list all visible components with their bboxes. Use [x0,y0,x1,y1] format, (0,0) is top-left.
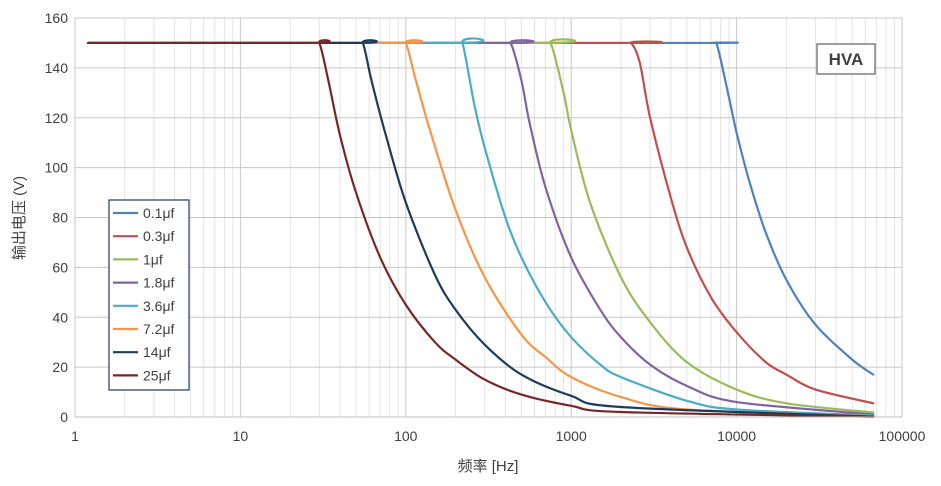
grid [74,17,903,418]
series-line-0 [87,41,875,376]
series-lines [87,37,875,418]
y-tick-label: 120 [45,110,69,126]
x-tick-label: 100000 [879,428,926,444]
y-tick-label: 140 [45,60,69,76]
x-tick-label: 10000 [717,428,756,444]
series-line-3 [87,39,875,416]
legend-label: 1μf [143,251,163,267]
legend-label: 1.8μf [143,275,175,291]
legend-box [108,199,190,391]
x-tick-label: 10 [233,428,249,444]
legend-label: 7.2μf [143,321,175,337]
legend-label: 0.3μf [143,228,175,244]
series-line-1 [87,40,875,405]
y-axis-title: 输出电压 (V) [11,176,28,260]
x-tick-label: 100 [394,428,418,444]
y-tick-label: 60 [52,259,68,275]
y-tick-label: 80 [52,210,68,226]
x-tick-label: 1000 [556,428,587,444]
legend-label: 25μf [143,367,171,383]
legend-label: 0.1μf [143,205,175,221]
legend: 0.1μf 0.3μf 1μf 1.8μf 3.6μf 7.2μf 14μf 25μf [108,199,190,391]
legend-label: 3.6μf [143,298,175,314]
axes: 0 20 40 60 80 100 120 140 160 1 10 100 1000 10000 1000… [45,10,926,444]
y-tick-label: 20 [52,359,68,375]
series-line-7 [87,39,875,418]
series-line-2 [87,38,875,414]
legend-label: 14μf [143,344,171,360]
y-tick-label: 100 [45,160,69,176]
annotation-badge: HVA [816,43,876,75]
series-line-6 [87,39,875,418]
y-tick-label: 40 [52,309,68,325]
series-line-5 [87,39,875,418]
x-tick-label: 1 [71,428,79,444]
annotation-text: HVA [829,50,864,69]
y-tick-label: 0 [60,409,68,425]
y-tick-label: 160 [45,10,69,26]
series-line-4 [87,37,875,417]
x-axis-title: 频率 [Hz] [458,458,519,475]
